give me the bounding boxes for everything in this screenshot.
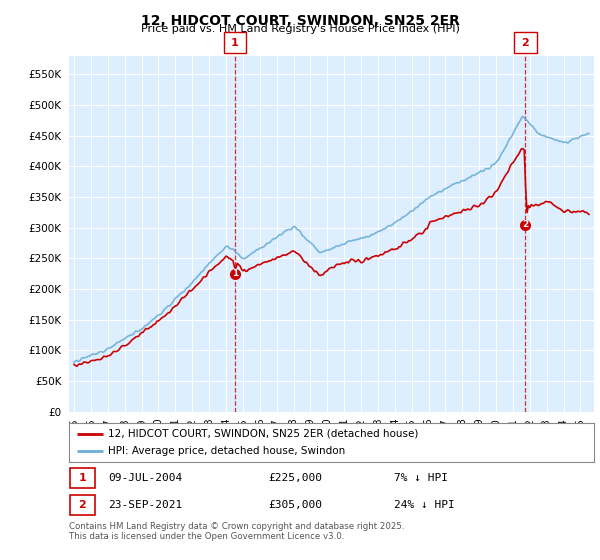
Text: 12, HIDCOT COURT, SWINDON, SN25 2ER (detached house): 12, HIDCOT COURT, SWINDON, SN25 2ER (det… [109, 429, 419, 439]
FancyBboxPatch shape [70, 494, 95, 515]
Text: Contains HM Land Registry data © Crown copyright and database right 2025.
This d: Contains HM Land Registry data © Crown c… [69, 522, 404, 542]
Text: £225,000: £225,000 [269, 473, 323, 483]
Text: 2: 2 [522, 220, 529, 229]
FancyBboxPatch shape [70, 468, 95, 488]
Text: 1: 1 [232, 269, 238, 278]
Text: Price paid vs. HM Land Registry's House Price Index (HPI): Price paid vs. HM Land Registry's House … [140, 24, 460, 34]
Text: 23-SEP-2021: 23-SEP-2021 [109, 500, 182, 510]
Text: 12, HIDCOT COURT, SWINDON, SN25 2ER: 12, HIDCOT COURT, SWINDON, SN25 2ER [140, 14, 460, 28]
Text: 24% ↓ HPI: 24% ↓ HPI [395, 500, 455, 510]
Text: 7% ↓ HPI: 7% ↓ HPI [395, 473, 449, 483]
Text: 2: 2 [521, 38, 529, 48]
Text: 2: 2 [78, 500, 86, 510]
Text: 09-JUL-2004: 09-JUL-2004 [109, 473, 182, 483]
Text: £305,000: £305,000 [269, 500, 323, 510]
Text: 1: 1 [78, 473, 86, 483]
Text: 1: 1 [231, 38, 239, 48]
Text: HPI: Average price, detached house, Swindon: HPI: Average price, detached house, Swin… [109, 446, 346, 456]
